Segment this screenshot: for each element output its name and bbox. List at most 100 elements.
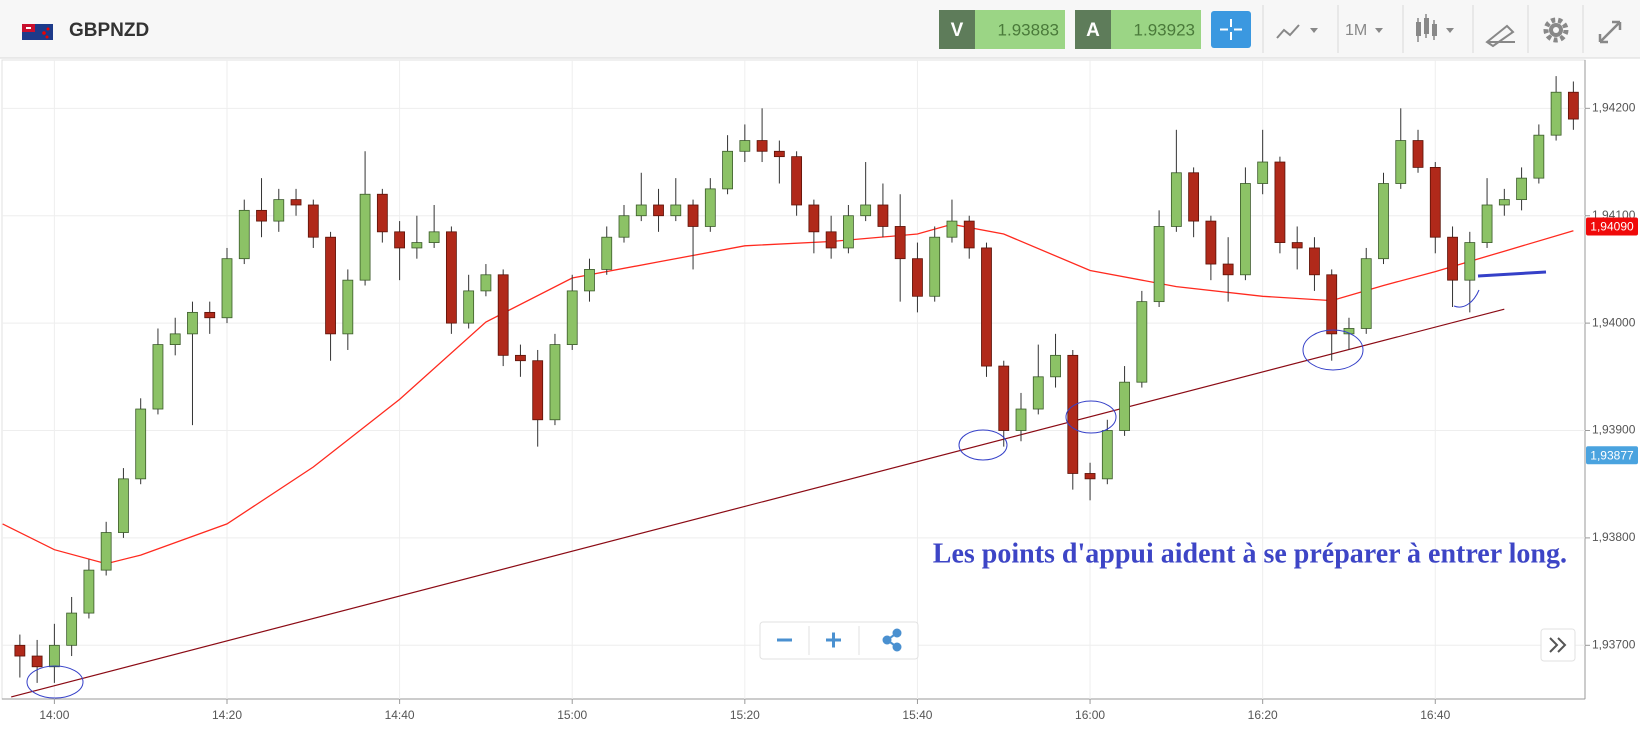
annotation: Les points d'appui aident à se préparer …	[933, 538, 1567, 569]
candle-body	[376, 193, 388, 233]
candle-body	[929, 236, 941, 297]
candle-body	[998, 365, 1010, 431]
scroll-right-button[interactable]	[1540, 628, 1576, 662]
plot-frame	[1, 59, 1586, 700]
candle-body	[187, 311, 198, 335]
candle-body	[773, 150, 785, 158]
candle-body	[204, 311, 216, 319]
candle-body	[1153, 226, 1165, 303]
x-tick-label: 16:20	[1248, 708, 1278, 722]
x-tick-label: 14:00	[39, 708, 69, 722]
candle-body	[704, 188, 716, 227]
candle-body	[480, 274, 492, 292]
fullscreen-button[interactable]	[1598, 20, 1622, 44]
candle-body	[877, 204, 889, 227]
candle-body	[1447, 236, 1458, 281]
grid: 1,937001,938001,939001,940001,941001,942…	[2, 60, 1636, 722]
toolbar-separators	[1262, 5, 1584, 53]
candle-body	[445, 231, 457, 324]
trendline	[11, 308, 1505, 698]
candle-body	[963, 220, 975, 249]
candle-body	[946, 220, 958, 238]
candle-body	[1067, 354, 1079, 474]
candle-body	[1291, 242, 1303, 249]
candle-body	[1360, 258, 1372, 329]
x-tick-label: 16:40	[1420, 708, 1450, 722]
x-tick-label: 15:00	[557, 708, 587, 722]
bid-button[interactable]: V 1.93883	[939, 10, 1065, 49]
candle-body	[1464, 242, 1476, 281]
settings-button[interactable]	[1543, 17, 1569, 43]
ask-price: 1.93923	[1134, 20, 1195, 39]
candle-body	[1084, 473, 1096, 480]
candle-body	[1498, 199, 1510, 206]
candle-body	[48, 644, 60, 668]
candle-body	[325, 236, 336, 335]
candle-body	[342, 279, 354, 335]
candle-body	[307, 204, 319, 238]
candle-body	[549, 344, 561, 421]
candle-body	[981, 247, 992, 367]
candle-body	[635, 204, 647, 217]
candle-body	[601, 236, 613, 270]
candle-body	[515, 354, 526, 362]
x-tick-label: 14:40	[385, 708, 415, 722]
timeframe[interactable]: 1M	[1345, 22, 1367, 39]
y-tick-label: 1,94200	[1592, 100, 1636, 114]
candle-body	[860, 204, 872, 217]
candle-body	[808, 204, 820, 233]
toolbar	[0, 0, 1640, 58]
candle-body	[1412, 140, 1424, 168]
candle-body	[1032, 376, 1044, 410]
candle-body	[894, 226, 906, 260]
candle-body	[791, 156, 803, 206]
bid-label: V	[951, 20, 964, 41]
crosshair-button[interactable]	[1211, 11, 1251, 48]
candle-body	[739, 140, 751, 152]
candle-body	[238, 209, 250, 260]
candle-body	[1533, 134, 1545, 179]
candle-body	[394, 231, 406, 249]
candle-body	[687, 204, 699, 227]
ask-label: A	[1086, 20, 1100, 41]
candle-body	[1516, 177, 1527, 201]
x-tick-label: 16:00	[1075, 708, 1105, 722]
candle-body	[618, 215, 630, 238]
candle-body	[1240, 183, 1251, 276]
bid-price: 1.93883	[998, 20, 1059, 39]
candle-body	[31, 655, 43, 668]
candle-body	[1395, 140, 1407, 184]
candle-body	[497, 274, 509, 356]
zoom-controls	[759, 621, 919, 660]
candle-body	[532, 360, 544, 421]
candle-body	[1015, 408, 1027, 431]
candle-body	[1429, 166, 1441, 238]
y-tick-label: 1,93900	[1592, 423, 1636, 437]
candle-body	[1481, 204, 1493, 243]
candle-body	[256, 209, 267, 222]
candle-body	[100, 532, 112, 571]
candle-body	[584, 269, 595, 292]
price-tag-label: 1,94090	[1590, 220, 1634, 234]
candle-body	[1119, 381, 1130, 431]
candle-body	[14, 644, 26, 657]
candle-body	[756, 140, 768, 152]
share[interactable]	[882, 628, 902, 652]
candle-body	[1567, 91, 1579, 120]
y-tick-label: 1,93800	[1592, 530, 1636, 544]
candle-body	[66, 612, 78, 646]
candle-body	[1309, 247, 1320, 276]
draw-button[interactable]	[1485, 24, 1515, 48]
candle-body	[1170, 172, 1182, 227]
support-circles	[26, 329, 1364, 699]
candle-body	[1222, 263, 1234, 276]
candle-body	[912, 258, 923, 297]
x-tick-label: 15:20	[730, 708, 760, 722]
candle-body	[428, 231, 440, 243]
zoom-in[interactable]	[826, 632, 841, 648]
candles-button[interactable]	[1416, 14, 1454, 42]
chart-type-button[interactable]	[1276, 24, 1318, 39]
candle-body	[290, 199, 302, 206]
candle-body	[1050, 354, 1061, 378]
ask-button[interactable]: A 1.93923	[1075, 10, 1201, 49]
